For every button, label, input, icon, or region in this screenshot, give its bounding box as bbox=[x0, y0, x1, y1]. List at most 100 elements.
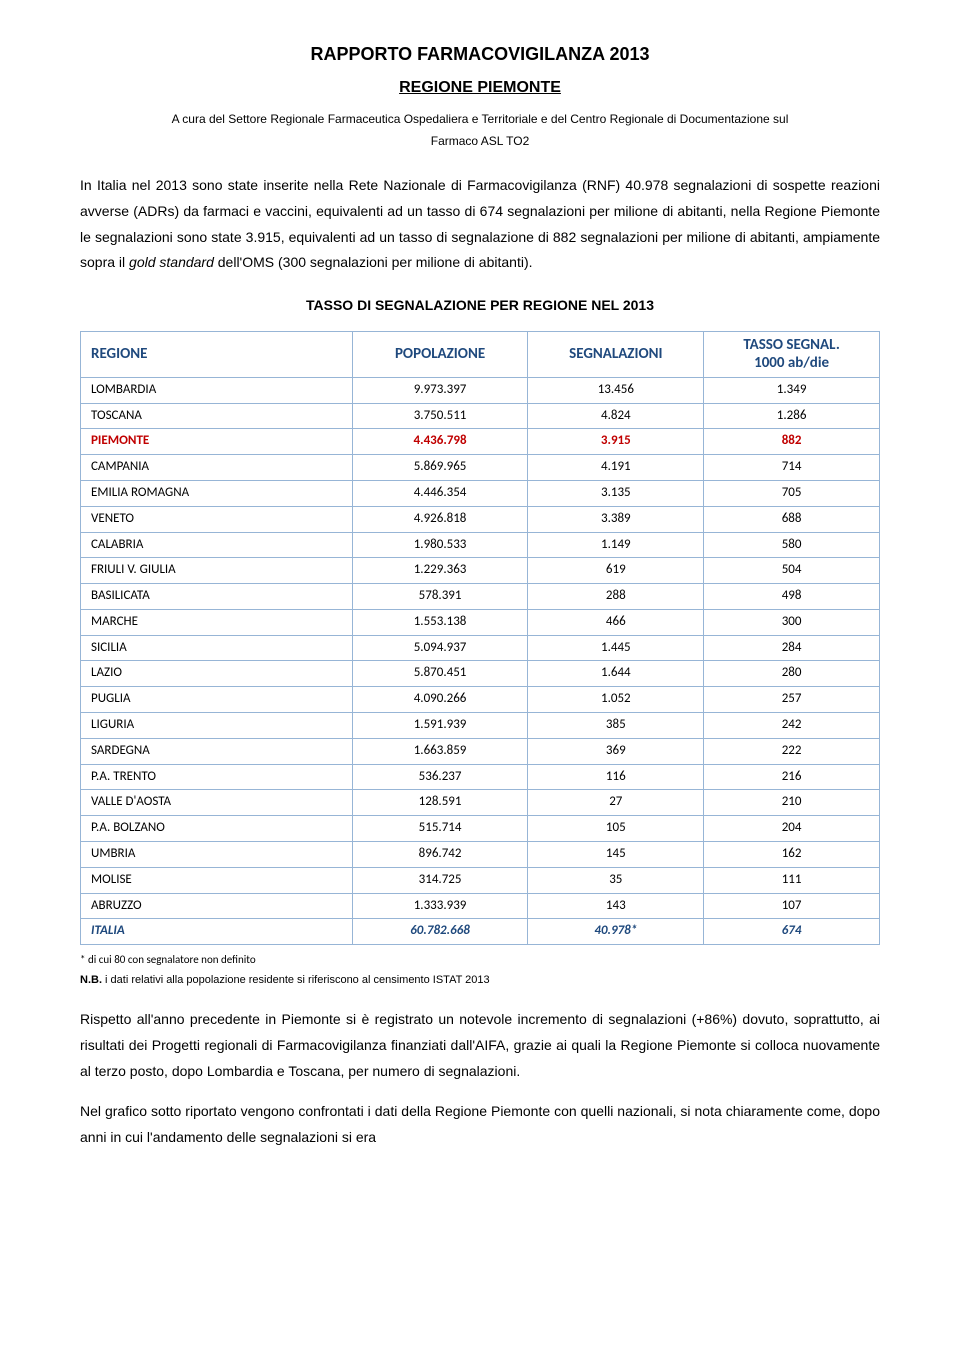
cell-segnalazioni: 1.149 bbox=[528, 532, 704, 558]
table-header-row: REGIONE POPOLAZIONE SEGNALAZIONI TASSO S… bbox=[81, 331, 880, 377]
cell-popolazione: 128.591 bbox=[352, 790, 528, 816]
cell-popolazione: 1.980.533 bbox=[352, 532, 528, 558]
table-row: VALLE D'AOSTA128.59127210 bbox=[81, 790, 880, 816]
cell-regione: VALLE D'AOSTA bbox=[81, 790, 353, 816]
cell-popolazione: 578.391 bbox=[352, 584, 528, 610]
table-row: MARCHE1.553.138466300 bbox=[81, 609, 880, 635]
nb-label: N.B. bbox=[80, 974, 102, 986]
col-regione: REGIONE bbox=[81, 331, 353, 377]
intro-italic: gold standard bbox=[129, 254, 214, 270]
cell-tasso: 705 bbox=[704, 480, 880, 506]
cell-segnalazioni: 4.191 bbox=[528, 455, 704, 481]
cell-tasso-total: 674 bbox=[704, 919, 880, 945]
cell-regione: MOLISE bbox=[81, 867, 353, 893]
table-row: LIGURIA1.591.939385242 bbox=[81, 713, 880, 739]
cell-segnalazioni: 385 bbox=[528, 713, 704, 739]
cell-regione: PIEMONTE bbox=[81, 429, 353, 455]
closing-p2: Nel grafico sotto riportato vengono conf… bbox=[80, 1099, 880, 1151]
col-tasso-l1: TASSO SEGNAL. bbox=[743, 336, 839, 354]
cell-segnalazioni: 27 bbox=[528, 790, 704, 816]
cell-regione: LOMBARDIA bbox=[81, 377, 353, 403]
cell-regione: SARDEGNA bbox=[81, 738, 353, 764]
intro-text-b: dell'OMS (300 segnalazioni per milione d… bbox=[214, 254, 533, 270]
cell-segnalazioni: 105 bbox=[528, 816, 704, 842]
region-table: REGIONE POPOLAZIONE SEGNALAZIONI TASSO S… bbox=[80, 331, 880, 946]
table-row: TOSCANA3.750.5114.8241.286 bbox=[81, 403, 880, 429]
table-row: P.A. TRENTO536.237116216 bbox=[81, 764, 880, 790]
cell-tasso: 111 bbox=[704, 867, 880, 893]
cell-segnalazioni: 13.456 bbox=[528, 377, 704, 403]
cell-popolazione: 536.237 bbox=[352, 764, 528, 790]
cell-popolazione: 4.446.354 bbox=[352, 480, 528, 506]
cell-regione: SICILIA bbox=[81, 635, 353, 661]
cell-tasso: 882 bbox=[704, 429, 880, 455]
cell-tasso: 498 bbox=[704, 584, 880, 610]
cell-regione: CAMPANIA bbox=[81, 455, 353, 481]
cell-regione: VENETO bbox=[81, 506, 353, 532]
byline-2: Farmaco ASL TO2 bbox=[80, 132, 880, 151]
cell-regione: LIGURIA bbox=[81, 713, 353, 739]
cell-tasso: 504 bbox=[704, 558, 880, 584]
table-row: CALABRIA1.980.5331.149580 bbox=[81, 532, 880, 558]
cell-segnalazioni: 1.052 bbox=[528, 687, 704, 713]
cell-tasso: 280 bbox=[704, 661, 880, 687]
cell-regione: UMBRIA bbox=[81, 842, 353, 868]
cell-tasso: 688 bbox=[704, 506, 880, 532]
cell-segnalazioni: 1.644 bbox=[528, 661, 704, 687]
table-heading: TASSO DI SEGNALAZIONE PER REGIONE NEL 20… bbox=[80, 294, 880, 316]
cell-regione: BASILICATA bbox=[81, 584, 353, 610]
cell-segnalazioni: 369 bbox=[528, 738, 704, 764]
intro-paragraph: In Italia nel 2013 sono state inserite n… bbox=[80, 173, 880, 277]
table-row: SICILIA5.094.9371.445284 bbox=[81, 635, 880, 661]
cell-segnalazioni: 3.915 bbox=[528, 429, 704, 455]
cell-popolazione-total: 60.782.668 bbox=[352, 919, 528, 945]
cell-tasso: 284 bbox=[704, 635, 880, 661]
cell-popolazione: 515.714 bbox=[352, 816, 528, 842]
cell-tasso: 714 bbox=[704, 455, 880, 481]
cell-regione-total: ITALIA bbox=[81, 919, 353, 945]
table-row: LOMBARDIA9.973.39713.4561.349 bbox=[81, 377, 880, 403]
cell-segnalazioni: 143 bbox=[528, 893, 704, 919]
byline-1: A cura del Settore Regionale Farmaceutic… bbox=[80, 110, 880, 129]
cell-tasso: 210 bbox=[704, 790, 880, 816]
cell-segnalazioni: 4.824 bbox=[528, 403, 704, 429]
cell-regione: LAZIO bbox=[81, 661, 353, 687]
cell-segnalazioni: 619 bbox=[528, 558, 704, 584]
cell-tasso: 107 bbox=[704, 893, 880, 919]
cell-segnalazioni: 288 bbox=[528, 584, 704, 610]
cell-tasso: 204 bbox=[704, 816, 880, 842]
cell-tasso: 162 bbox=[704, 842, 880, 868]
cell-popolazione: 4.090.266 bbox=[352, 687, 528, 713]
cell-tasso: 1.349 bbox=[704, 377, 880, 403]
report-title: RAPPORTO FARMACOVIGILANZA 2013 bbox=[80, 40, 880, 69]
cell-regione: ABRUZZO bbox=[81, 893, 353, 919]
cell-regione: EMILIA ROMAGNA bbox=[81, 480, 353, 506]
cell-regione: P.A. TRENTO bbox=[81, 764, 353, 790]
cell-popolazione: 9.973.397 bbox=[352, 377, 528, 403]
cell-popolazione: 4.926.818 bbox=[352, 506, 528, 532]
cell-tasso: 257 bbox=[704, 687, 880, 713]
cell-tasso: 580 bbox=[704, 532, 880, 558]
table-row: FRIULI V. GIULIA1.229.363619504 bbox=[81, 558, 880, 584]
cell-regione: P.A. BOLZANO bbox=[81, 816, 353, 842]
cell-popolazione: 314.725 bbox=[352, 867, 528, 893]
cell-tasso: 242 bbox=[704, 713, 880, 739]
table-row: BASILICATA578.391288498 bbox=[81, 584, 880, 610]
cell-segnalazioni: 1.445 bbox=[528, 635, 704, 661]
cell-segnalazioni: 3.389 bbox=[528, 506, 704, 532]
cell-segnalazioni: 466 bbox=[528, 609, 704, 635]
table-row: P.A. BOLZANO515.714105204 bbox=[81, 816, 880, 842]
col-tasso: TASSO SEGNAL. 1000 ab/die bbox=[704, 331, 880, 377]
report-subtitle: REGIONE PIEMONTE bbox=[80, 75, 880, 101]
table-row: UMBRIA896.742145162 bbox=[81, 842, 880, 868]
closing-p1: Rispetto all'anno precedente in Piemonte… bbox=[80, 1007, 880, 1085]
col-segnalazioni: SEGNALAZIONI bbox=[528, 331, 704, 377]
cell-popolazione: 5.094.937 bbox=[352, 635, 528, 661]
table-row: PIEMONTE4.436.7983.915882 bbox=[81, 429, 880, 455]
cell-popolazione: 4.436.798 bbox=[352, 429, 528, 455]
cell-popolazione: 1.553.138 bbox=[352, 609, 528, 635]
table-row: PUGLIA4.090.2661.052257 bbox=[81, 687, 880, 713]
cell-popolazione: 1.333.939 bbox=[352, 893, 528, 919]
cell-popolazione: 5.869.965 bbox=[352, 455, 528, 481]
table-row: SARDEGNA1.663.859369222 bbox=[81, 738, 880, 764]
